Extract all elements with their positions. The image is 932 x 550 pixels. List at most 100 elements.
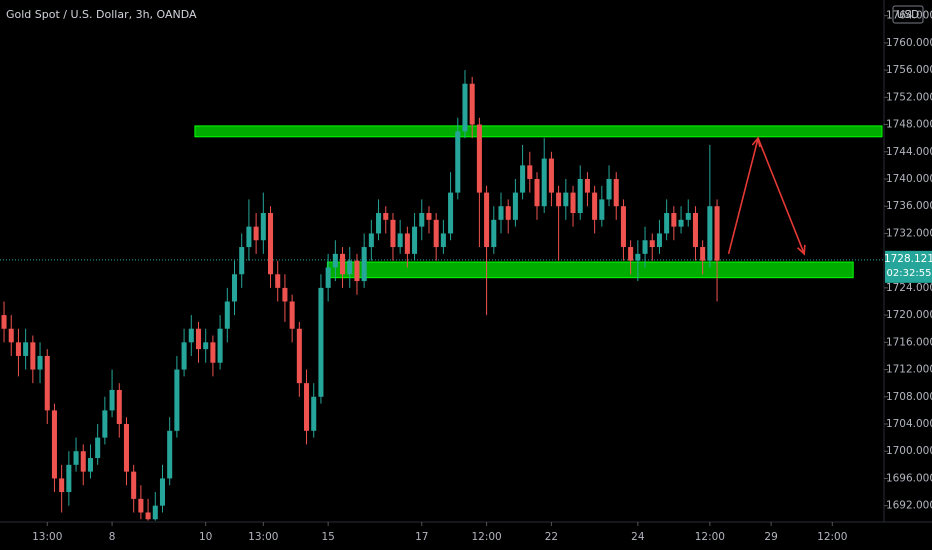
- candle-body: [80, 451, 86, 472]
- y-tick-label: 1700.000: [886, 445, 932, 457]
- candle-body: [217, 328, 223, 363]
- candle-body: [584, 178, 590, 193]
- candle-body: [289, 301, 295, 329]
- candle-body: [390, 219, 396, 248]
- y-tick-label: 1744.000: [886, 146, 932, 158]
- x-tick-label: 29: [764, 531, 777, 543]
- candle-body: [426, 213, 432, 220]
- candle-body: [246, 226, 252, 248]
- candle-body: [188, 328, 194, 343]
- x-tick-label: 13:00: [248, 531, 278, 543]
- candle-body: [30, 342, 36, 370]
- candle-body: [714, 206, 720, 261]
- currency-label: USD: [897, 9, 919, 21]
- candle-body: [498, 206, 504, 220]
- candle-body: [484, 192, 490, 248]
- y-tick-label: 1692.000: [886, 500, 932, 512]
- candle-body: [570, 192, 576, 214]
- candle-body: [642, 240, 648, 254]
- x-tick-label: 10: [199, 531, 212, 543]
- candle-body: [678, 219, 684, 227]
- candle-body: [109, 389, 115, 411]
- candle-body: [664, 213, 670, 234]
- arrow-head: [797, 244, 806, 256]
- y-tick-label: 1712.000: [886, 364, 932, 376]
- candle-body: [527, 165, 533, 179]
- candle-body: [455, 131, 461, 193]
- candle-body: [195, 328, 202, 350]
- candle-body: [599, 199, 605, 220]
- candle-body: [397, 233, 403, 248]
- y-tick-label: 1724.000: [886, 282, 932, 294]
- candle-body: [548, 158, 554, 193]
- candle-body: [404, 233, 410, 254]
- candle-body: [311, 396, 317, 431]
- candle-body: [145, 512, 151, 520]
- candle-body: [304, 383, 310, 431]
- candle-body: [628, 247, 634, 261]
- candle-body: [419, 213, 425, 227]
- candle-body: [59, 478, 65, 493]
- x-tick-label: 12:00: [471, 531, 501, 543]
- candle-body: [181, 342, 187, 370]
- candle-body: [469, 83, 475, 125]
- candle-body: [174, 369, 180, 431]
- candle-body: [613, 178, 619, 207]
- x-tick-label: 13:00: [32, 531, 62, 543]
- candle-body: [231, 274, 238, 302]
- candle-body: [267, 213, 274, 275]
- y-tick-label: 1760.000: [886, 37, 932, 49]
- y-tick-label: 1732.000: [886, 227, 932, 239]
- candle-body: [656, 233, 662, 248]
- candle-body: [340, 253, 346, 275]
- x-tick-label: 15: [321, 531, 334, 543]
- candle-body: [368, 233, 374, 248]
- candle-body: [37, 355, 43, 370]
- candle-body: [534, 178, 540, 207]
- candle-body: [8, 328, 14, 343]
- candle-body: [159, 478, 166, 506]
- y-tick-label: 1708.000: [886, 391, 932, 403]
- y-tick-label: 1752.000: [886, 91, 932, 103]
- candle-body: [685, 213, 691, 220]
- candle-body: [102, 410, 108, 438]
- x-tick-label: 12:00: [817, 531, 847, 543]
- candle-body: [505, 206, 511, 220]
- candle-body: [210, 342, 216, 363]
- candle-body: [440, 233, 446, 248]
- candle-body: [318, 287, 324, 397]
- y-tick-label: 1716.000: [886, 336, 932, 348]
- candle-body: [556, 192, 562, 207]
- candle-body: [606, 178, 612, 200]
- candle-body: [577, 178, 583, 214]
- candle-body: [433, 219, 439, 248]
- candle-body: [51, 410, 57, 479]
- x-tick-label: 24: [631, 531, 645, 543]
- chart-title: Gold Spot / U.S. Dollar, 3h, OANDA: [6, 8, 197, 21]
- candle-body: [260, 213, 266, 241]
- candle-body: [23, 342, 29, 356]
- y-tick-label: 1736.000: [886, 200, 932, 212]
- y-tick-label: 1696.000: [886, 472, 932, 484]
- candle-body: [87, 458, 93, 472]
- candle-body: [332, 253, 338, 268]
- candle-body: [361, 247, 367, 282]
- candle-body: [282, 287, 288, 302]
- price-zone: [326, 261, 854, 279]
- candle-body: [520, 165, 526, 193]
- candle-body: [476, 124, 482, 193]
- candle-body: [325, 267, 331, 288]
- candle-body: [73, 451, 79, 465]
- candle-body: [491, 219, 497, 248]
- candle-body: [138, 498, 144, 513]
- x-tick-label: 8: [109, 531, 116, 543]
- candle-body: [692, 213, 698, 248]
- y-tick-label: 1764.000: [886, 10, 932, 22]
- candle-body: [649, 240, 655, 248]
- currency-button[interactable]: [892, 5, 924, 24]
- y-tick-label: 1756.000: [886, 64, 932, 76]
- candle-body: [296, 328, 302, 384]
- candle-body: [15, 342, 21, 356]
- candle-body: [541, 158, 547, 207]
